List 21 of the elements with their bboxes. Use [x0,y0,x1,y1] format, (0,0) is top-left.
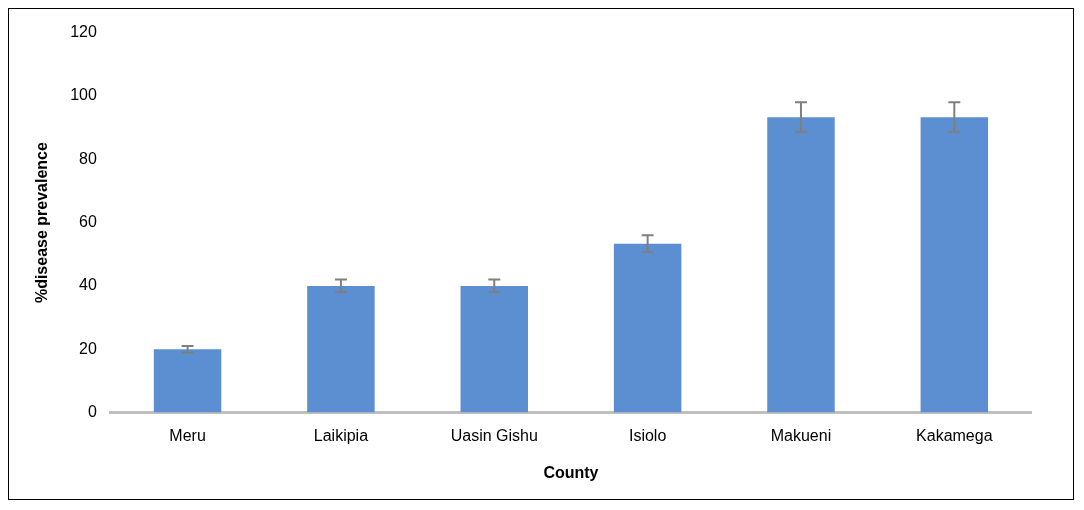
y-tick-label: 40 [79,276,97,294]
y-tick-label: 0 [87,403,97,421]
x-tick-label: Meru [169,426,206,444]
x-tick-label: Isiolo [628,426,667,444]
bar [153,349,222,413]
y-tick-label: 80 [79,149,97,167]
bar [307,285,375,413]
x-axis-title: County [543,463,599,481]
x-tick-label: Kakamega [916,426,993,444]
x-tick-label: Laikipia [313,426,369,444]
y-tick-label: 60 [79,213,97,231]
bar [767,117,835,413]
x-tick-label: Uasin Gishu [450,426,538,444]
bar [613,243,682,413]
bar [460,285,529,413]
y-tick-label: 100 [70,86,97,104]
y-tick-label: 20 [79,339,97,357]
bar [920,117,989,413]
y-axis-title: %disease prevalence [33,142,51,304]
x-tick-label: Makueni [770,426,832,444]
y-tick-label: 120 [70,23,97,41]
